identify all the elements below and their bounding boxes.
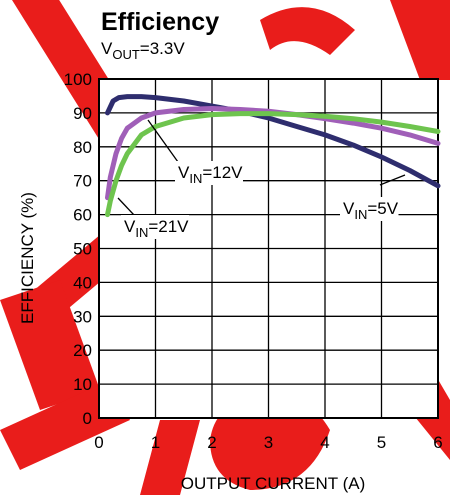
y-tick-label: 0 — [83, 409, 92, 428]
chart-title: Efficiency — [101, 8, 219, 36]
y-tick-label: 70 — [73, 172, 92, 191]
x-axis-title: OUTPUT CURRENT (A) — [181, 474, 366, 493]
watermark-stroke — [140, 420, 200, 495]
y-tick-label: 20 — [73, 341, 92, 360]
x-tick-label: 1 — [151, 433, 160, 452]
y-tick-label: 30 — [73, 307, 92, 326]
x-tick-label: 0 — [94, 433, 103, 452]
curve-label: VIN=5V — [343, 199, 399, 222]
x-tick-label: 2 — [207, 433, 216, 452]
y-tick-label: 60 — [73, 206, 92, 225]
curve-label: VIN=12V — [178, 163, 243, 186]
curve-label: VIN=21V — [124, 217, 189, 240]
y-axis-title: EFFICIENCY (%) — [18, 192, 37, 324]
label-leader — [147, 119, 179, 163]
y-tick-label: 80 — [73, 138, 92, 157]
label-leader — [117, 197, 135, 216]
x-tick-label: 4 — [320, 433, 329, 452]
watermark-stroke — [0, 380, 130, 470]
x-tick-label: 3 — [264, 433, 273, 452]
watermark-stroke — [0, 280, 100, 410]
curve-label-background — [121, 215, 189, 239]
watermark-stroke — [390, 0, 450, 80]
chart-subtitle: VOUT=3.3V — [101, 39, 185, 62]
curve-label-background — [340, 197, 399, 221]
y-tick-label: 50 — [73, 240, 92, 259]
y-tick-label: 40 — [73, 273, 92, 292]
x-tick-label: 6 — [433, 433, 442, 452]
y-tick-label: 10 — [73, 375, 92, 394]
y-tick-label: 90 — [73, 104, 92, 123]
curve-label-background — [175, 161, 243, 185]
label-leader — [379, 174, 406, 186]
plot-frame — [98, 78, 439, 419]
watermark-stroke — [260, 7, 355, 55]
x-tick-label: 5 — [377, 433, 386, 452]
y-tick-label: 100 — [64, 70, 92, 89]
